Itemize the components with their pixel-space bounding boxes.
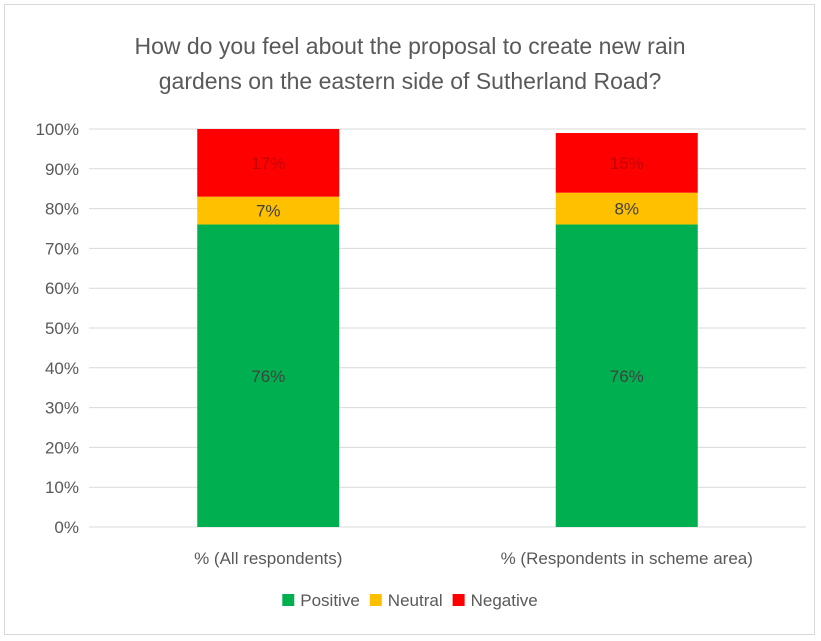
legend-label: Negative (471, 591, 538, 610)
legend-swatch (282, 594, 295, 606)
y-tick-label: 40% (45, 359, 79, 378)
data-label-positive: 76% (251, 367, 285, 386)
y-axis-tick-labels: 0% 10% 20% 30% 40% 50% 60% 70% 80% 90% 100% (36, 120, 79, 537)
y-tick-label: 10% (45, 478, 79, 497)
data-label-negative: 17% (251, 154, 285, 173)
y-tick-label: 0% (54, 518, 79, 537)
y-tick-label: 60% (45, 279, 79, 298)
data-label-positive: 76% (610, 367, 644, 386)
x-category-label: % (Respondents in scheme area) (501, 549, 753, 568)
y-tick-label: 20% (45, 438, 79, 457)
chart-title: How do you feel about the proposal to cr… (134, 33, 685, 94)
legend-label: Neutral (388, 591, 443, 610)
data-label-neutral: 8% (614, 200, 639, 219)
bar-segment-negative (197, 129, 340, 197)
y-tick-label: 90% (45, 160, 79, 179)
y-tick-label: 30% (45, 399, 79, 418)
y-tick-label: 50% (45, 319, 79, 338)
legend-swatch (452, 594, 465, 606)
y-tick-label: 100% (36, 120, 79, 139)
legend: Positive Neutral Negative (282, 591, 538, 610)
data-label-negative: 15% (610, 154, 644, 173)
x-category-label: % (All respondents) (194, 549, 342, 568)
bar-segment-positive (555, 224, 698, 527)
gridlines (89, 128, 806, 528)
x-axis-category-labels: % (All respondents) % (Respondents in sch… (194, 549, 753, 568)
y-tick-label: 80% (45, 200, 79, 219)
legend-item-positive: Positive (282, 591, 360, 610)
bars (197, 129, 698, 527)
legend-item-neutral: Neutral (369, 591, 443, 610)
legend-label: Positive (300, 591, 360, 610)
bar-segment-neutral (555, 192, 698, 225)
bar-segment-positive (197, 224, 340, 527)
y-tick-label: 70% (45, 239, 79, 258)
chart-title-line-1: How do you feel about the proposal to cr… (134, 33, 685, 59)
chart-container: How do you feel about the proposal to cr… (4, 4, 815, 635)
data-label-neutral: 7% (256, 202, 281, 221)
bar-segment-negative (555, 132, 698, 193)
data-labels: 76% 7% 17% 76% 8% 15% (251, 154, 644, 386)
stacked-bar-chart: How do you feel about the proposal to cr… (36, 33, 806, 610)
bar-segment-neutral (197, 196, 340, 225)
legend-item-negative: Negative (452, 591, 538, 610)
legend-swatch (369, 594, 382, 606)
chart-title-line-2: gardens on the eastern side of Sutherlan… (159, 68, 662, 94)
